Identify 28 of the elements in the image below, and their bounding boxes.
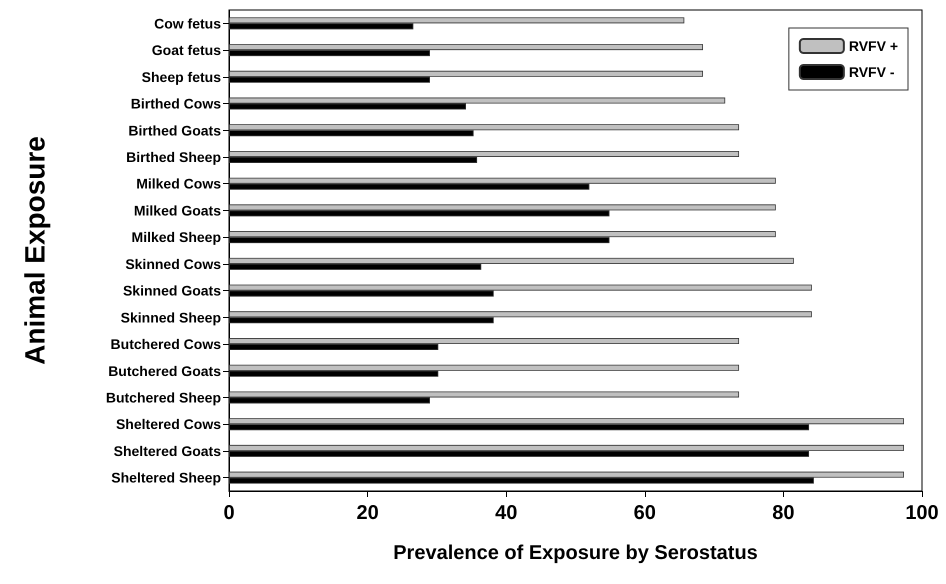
y-tick-label: Skinned Goats — [122, 282, 222, 299]
y-tick-label: Sheep fetus — [142, 68, 222, 85]
x-tick-label: 80 — [772, 502, 795, 524]
y-tick-label: Sheltered Cows — [116, 416, 222, 432]
y-tick-label: Butchered Goats — [108, 362, 222, 379]
x-tick-label: 0 — [223, 502, 235, 524]
y-tick-label: Skinned Cows — [125, 256, 222, 272]
y-tick-label: Milked Sheep — [132, 229, 221, 246]
x-tick-label: 40 — [495, 502, 518, 524]
y-tick-label: Milked Goats — [134, 202, 222, 218]
legend-label: RVFV - — [848, 64, 895, 80]
x-tick-label: 100 — [905, 502, 939, 524]
legend-label: RVFV + — [848, 38, 898, 54]
y-tick-label: Skinned Sheep — [120, 309, 221, 326]
y-tick-label: Sheltered Sheep — [111, 470, 221, 486]
y-tick-label: Birthed Goats — [128, 122, 222, 138]
y-tick-label: Butchered Sheep — [106, 389, 221, 406]
y-tick-label: Milked Cows — [136, 176, 222, 192]
y-tick-label: Birthed Cows — [130, 96, 222, 112]
y-tick-label: Butchered Cows — [110, 336, 222, 352]
x-tick-label: 60 — [634, 502, 656, 524]
y-tick-label: Goat fetus — [152, 42, 222, 58]
y-axis-title: Animal Exposure — [20, 136, 50, 365]
x-tick-label: 20 — [356, 502, 379, 524]
x-axis-title: Prevalence of Exposure by Serostatus — [393, 542, 758, 564]
y-tick-label: Birthed Sheep — [126, 148, 221, 165]
y-tick-label: Sheltered Goats — [114, 442, 222, 459]
y-tick-label: Cow fetus — [154, 15, 222, 32]
